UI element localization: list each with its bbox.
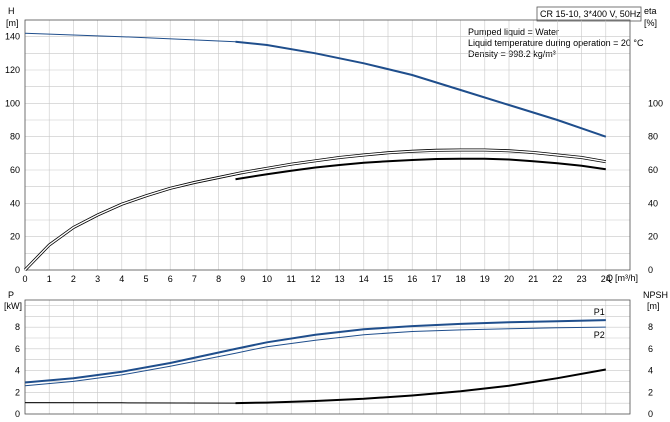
info-line-density: Density = 998.2 kg/m³	[468, 49, 556, 59]
series-p1	[24, 319, 606, 384]
series-eta_upper-inner	[24, 149, 606, 271]
bottom-right-tick-label: 4	[648, 366, 653, 376]
bottom-right-tick-label: 2	[648, 387, 653, 397]
series-label-p1: P1	[594, 307, 605, 317]
info-line-liquid: Pumped liquid = Water	[468, 27, 559, 37]
top-right-axis-label: eta	[644, 6, 657, 16]
top-left-tick-label: 140	[5, 32, 20, 42]
top-left-tick-label: 120	[5, 65, 20, 75]
series-npsh_thin	[24, 402, 236, 404]
top-right-tick-label: 80	[648, 132, 658, 142]
bottom-right-tick-label: 0	[648, 409, 653, 419]
x-tick-label: 19	[480, 274, 490, 284]
x-tick-label: 14	[359, 274, 369, 284]
x-tick-label: 3	[95, 274, 100, 284]
top-right-tick-label: 60	[648, 165, 658, 175]
x-tick-label: 16	[407, 274, 417, 284]
series-eta	[235, 157, 606, 181]
x-tick-label: 0	[22, 274, 27, 284]
model-box	[536, 6, 642, 22]
x-tick-label: 11	[287, 274, 296, 284]
bottom-right-axis-unit: [m]	[647, 301, 660, 311]
x-tick-label: 5	[143, 274, 148, 284]
top-left-axis-unit: [m]	[6, 18, 19, 28]
bottom-left-tick-label: 6	[15, 344, 20, 354]
bottom-left-tick-label: 8	[15, 322, 20, 332]
bottom-left-axis-unit: [kW]	[4, 301, 22, 311]
x-tick-label: 1	[47, 274, 52, 284]
x-axis-unit: [m³/h]	[615, 273, 638, 283]
x-tick-label: 21	[528, 274, 538, 284]
x-tick-label: 6	[168, 274, 173, 284]
bottom-right-tick-label: 6	[648, 344, 653, 354]
x-tick-label: 10	[262, 274, 272, 284]
top-left-tick-label: 80	[10, 132, 20, 142]
info-box: CR 15-10, 3*400 V, 50Hz Pumped liquid = …	[468, 6, 644, 59]
x-axis-label: Q	[606, 273, 613, 283]
bottom-right-tick-label: 8	[648, 322, 653, 332]
x-tick-label: 9	[240, 274, 245, 284]
top-left-tick-label: 0	[15, 265, 20, 275]
bottom-right-axis-label: NPSH	[643, 290, 668, 300]
x-tick-label: 7	[192, 274, 197, 284]
top-left-tick-label: 40	[10, 198, 20, 208]
x-tick-label: 2	[71, 274, 76, 284]
bottom-left-axis-label: P	[8, 290, 14, 300]
x-tick-label: 12	[310, 274, 320, 284]
model-label: CR 15-10, 3*400 V, 50Hz	[540, 9, 641, 19]
bottom-plot-frame	[24, 299, 631, 415]
bottom-left-tick-label: 0	[15, 409, 20, 419]
info-line-temperature: Liquid temperature during operation = 20…	[468, 38, 644, 48]
top-plot-frame	[24, 19, 631, 271]
top-left-axis-label: H	[8, 6, 15, 16]
x-tick-label: 17	[431, 274, 441, 284]
top-right-tick-label: 100	[648, 98, 663, 108]
top-right-tick-label: 0	[648, 265, 653, 275]
series-p2	[24, 326, 606, 387]
bottom-left-tick-label: 4	[15, 366, 20, 376]
top-left-tick-label: 20	[10, 232, 20, 242]
top-right-tick-label: 20	[648, 232, 658, 242]
top-right-tick-label: 40	[648, 198, 658, 208]
series-label-p2: P2	[594, 330, 605, 340]
x-tick-label: 22	[552, 274, 562, 284]
x-tick-label: 4	[119, 274, 124, 284]
top-right-axis-unit: [%]	[644, 18, 657, 28]
x-tick-label: 20	[504, 274, 514, 284]
top-left-tick-label: 100	[5, 98, 20, 108]
x-tick-label: 15	[383, 274, 393, 284]
x-tick-label: 18	[456, 274, 466, 284]
bottom-left-tick-label: 2	[15, 387, 20, 397]
top-left-tick-label: 60	[10, 165, 20, 175]
x-tick-label: 24	[601, 274, 611, 284]
series-head_thin	[24, 32, 236, 43]
x-tick-label: 13	[335, 274, 345, 284]
x-tick-label: 8	[216, 274, 221, 284]
bottom-panel: 0 2 4 6 8 0 2 4 6 8 P1 P2	[15, 299, 653, 419]
series-head	[235, 40, 607, 138]
series-npsh	[235, 368, 606, 405]
x-tick-label: 23	[577, 274, 587, 284]
